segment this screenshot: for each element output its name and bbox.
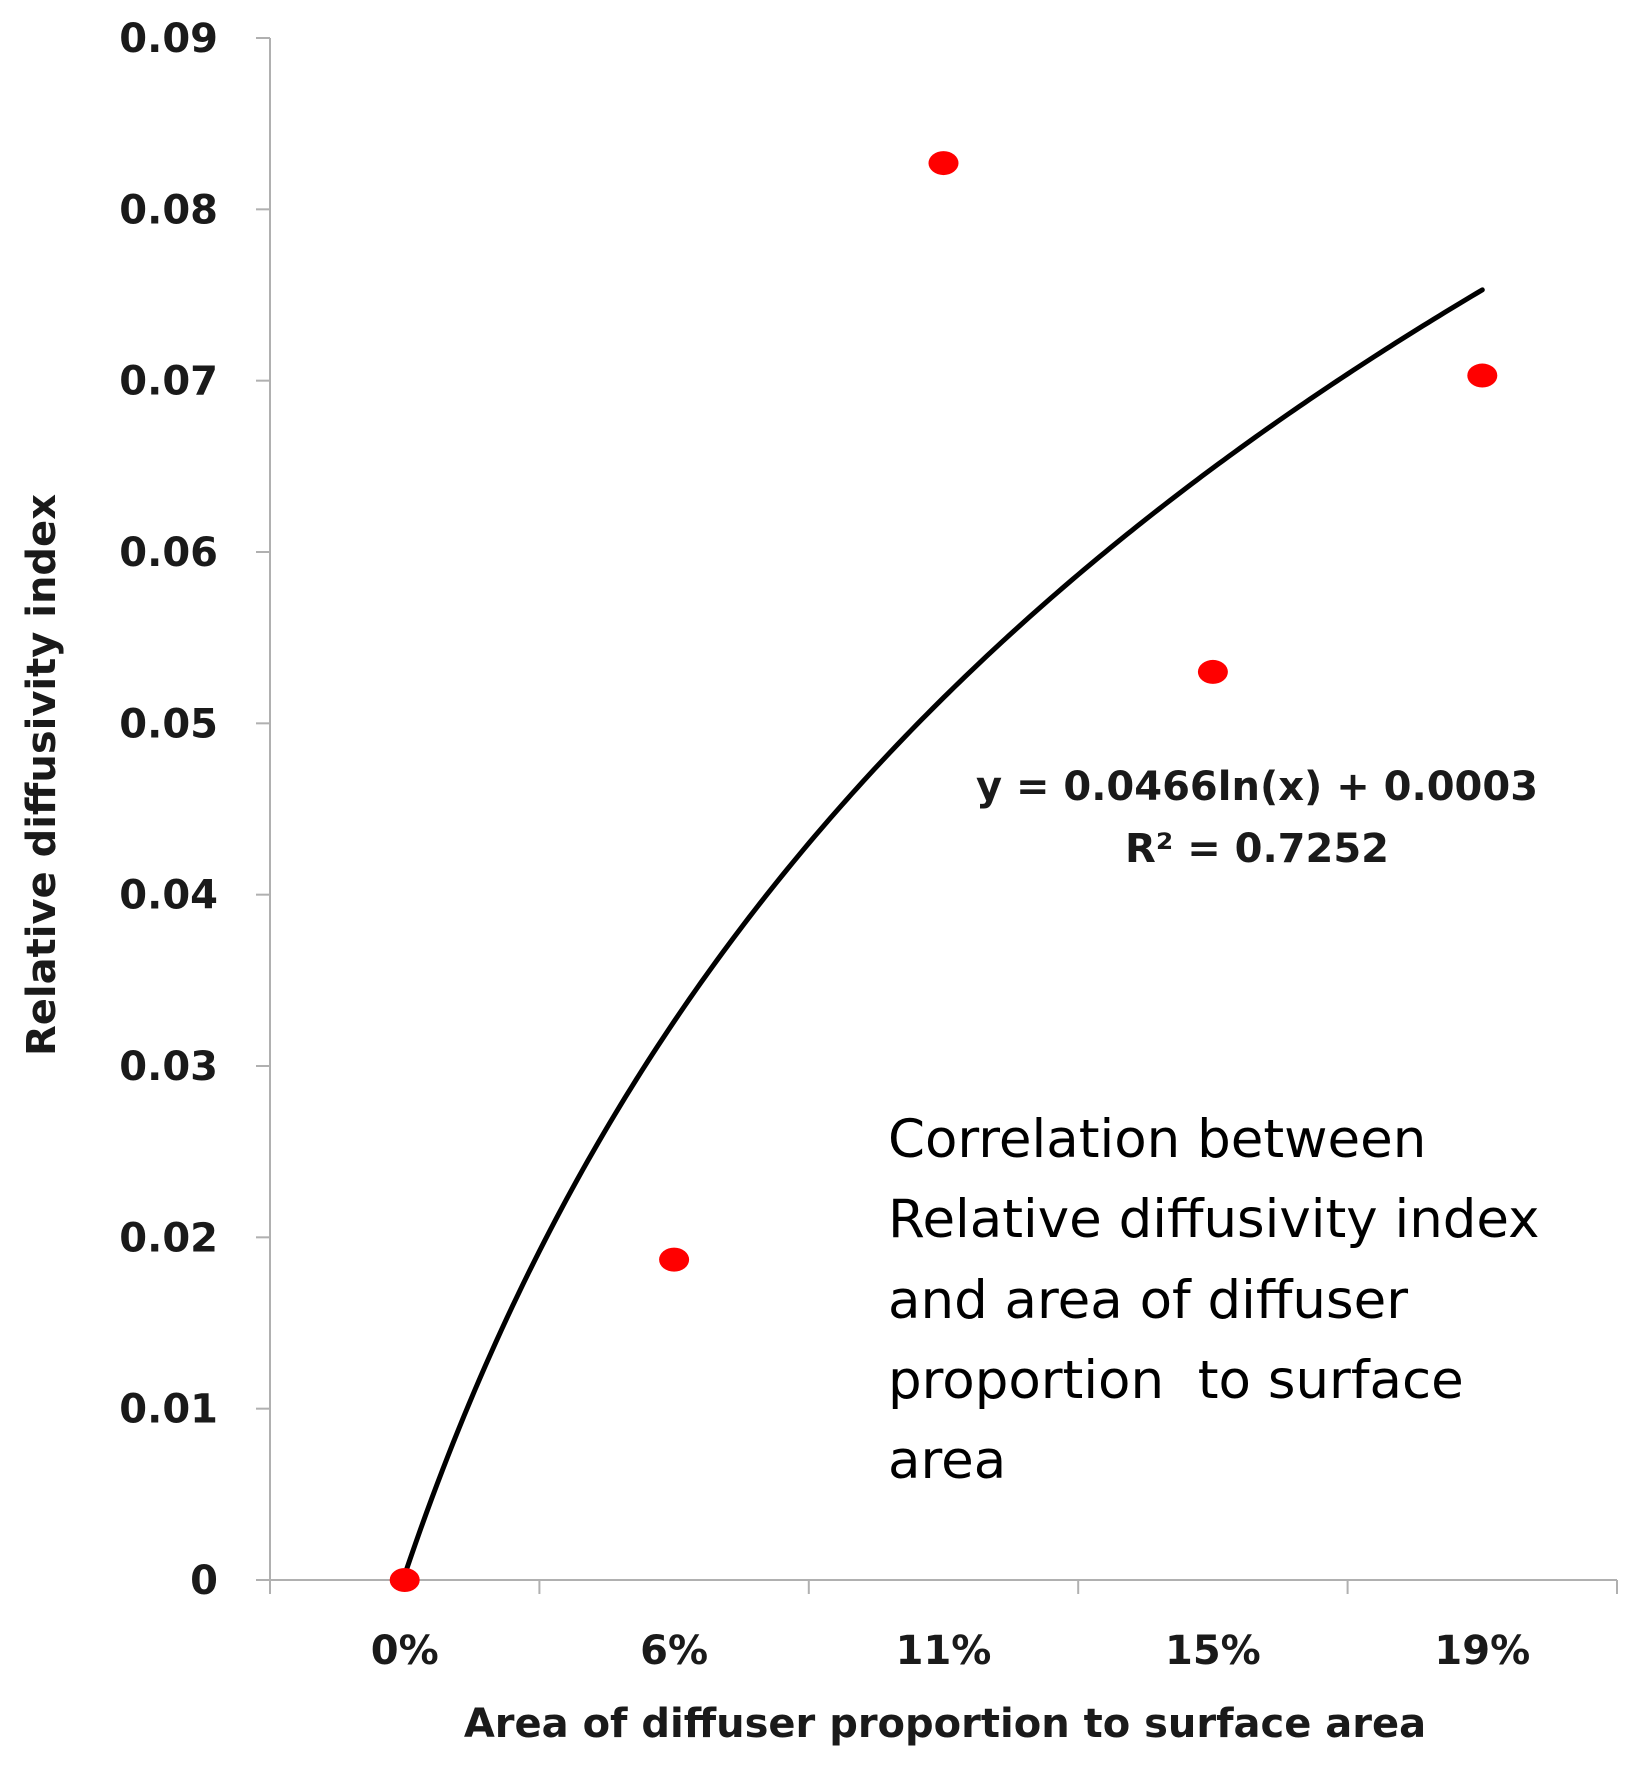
annotation-line: Relative diffusivity index: [888, 1189, 1539, 1250]
y-tick-label: 0: [190, 1558, 218, 1604]
y-tick-label: 0.09: [119, 16, 218, 62]
x-tick-label: 11%: [896, 1628, 992, 1674]
y-axis-title: Relative diffusivity index: [19, 494, 65, 1056]
data-point: [928, 151, 959, 176]
y-tick-label: 0.06: [119, 530, 218, 576]
trendline-layer: [402, 287, 1485, 1578]
annotation-line: area: [888, 1430, 1006, 1491]
annotation-line: proportion to surface: [888, 1350, 1464, 1411]
x-tick-label: 19%: [1434, 1628, 1530, 1674]
x-tick-label: 6%: [640, 1628, 708, 1674]
trendline: [402, 287, 1485, 1578]
x-axis-title: Area of diffuser proportion to surface a…: [464, 1701, 1426, 1747]
y-tick-label: 0.08: [119, 187, 218, 233]
y-tick-label: 0.01: [119, 1387, 218, 1433]
data-points: [389, 151, 1498, 1592]
data-point: [389, 1568, 420, 1592]
data-point: [659, 1247, 690, 1272]
y-tick-label: 0.07: [119, 359, 218, 405]
axes: 0 0.01 0.02 0.03 0.04 0.05 0.06 0.07 0.08 0.09 0% 6…: [119, 16, 1618, 1674]
annotation-line: Correlation between: [888, 1109, 1426, 1170]
x-tick-label: 15%: [1165, 1628, 1261, 1674]
y-tick-label: 0.02: [119, 1215, 218, 1261]
y-tick-label: 0.03: [119, 1044, 218, 1090]
data-point: [1197, 659, 1228, 684]
data-point: [1467, 363, 1498, 388]
trendline-equation: y = 0.0466ln(x) + 0.0003: [976, 764, 1538, 810]
x-tick-label: 0%: [371, 1628, 439, 1674]
annotation-line: and area of diffuser: [888, 1270, 1408, 1331]
trendline-r-squared: R² = 0.7252: [1125, 826, 1389, 872]
y-tick-label: 0.04: [119, 873, 218, 919]
y-tick-label: 0.05: [119, 701, 218, 747]
chart-annotation: Correlation between Relative diffusivity…: [888, 1109, 1539, 1491]
